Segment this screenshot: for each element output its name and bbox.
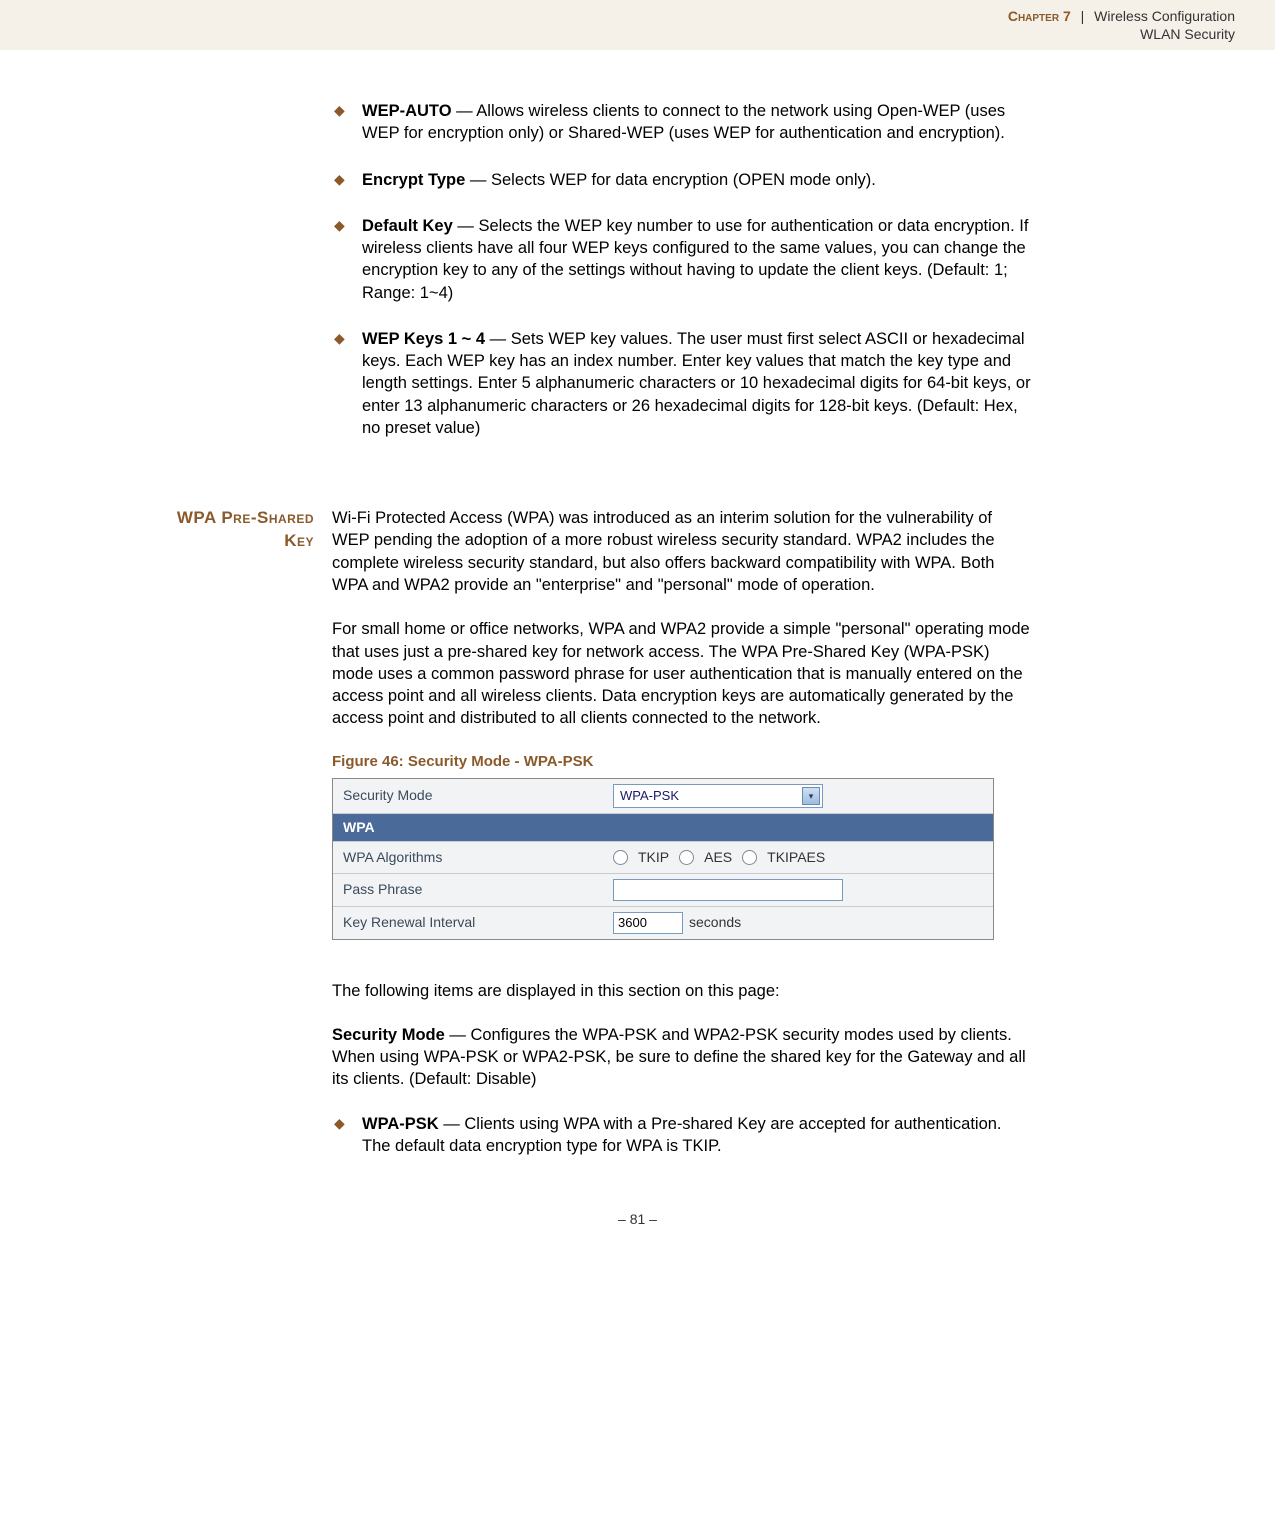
security-mode-term: Security Mode — [332, 1026, 445, 1044]
section-label-wpa: WPA Pre-Shared Key — [40, 507, 320, 1181]
renewal-unit: seconds — [689, 913, 741, 932]
bullet-list-bottom: WPA-PSK — Clients using WPA with a Pre-s… — [332, 1113, 1032, 1158]
bullets-top-block: WEP-AUTO — Allows wireless clients to co… — [332, 100, 1032, 463]
passphrase-input[interactable] — [613, 879, 843, 901]
security-mode-para: Security Mode — Configures the WPA-PSK a… — [332, 1024, 1032, 1091]
wpa-para2: For small home or office networks, WPA a… — [332, 618, 1032, 729]
chapter-title: Wireless Configuration — [1094, 8, 1235, 24]
wpa-intro-para: Wi-Fi Protected Access (WPA) was introdu… — [332, 507, 1032, 596]
following-items-para: The following items are displayed in thi… — [332, 980, 1032, 1002]
ss-label-security-mode: Security Mode — [333, 780, 603, 811]
ss-row-security-mode: Security Mode WPA-PSK ▾ — [333, 779, 993, 814]
radio-aes[interactable] — [679, 850, 694, 865]
chapter-subtitle: WLAN Security — [0, 26, 1235, 42]
ss-wpa-header: WPA — [333, 814, 993, 842]
header-separator: | — [1081, 8, 1085, 24]
security-mode-value: WPA-PSK — [620, 787, 679, 805]
ss-label-passphrase: Pass Phrase — [333, 874, 603, 905]
ss-label-algorithms: WPA Algorithms — [333, 842, 603, 873]
screenshot-wpa-psk: Security Mode WPA-PSK ▾ WPA WPA Algorith… — [332, 778, 994, 940]
figure-caption: Figure 46: Security Mode - WPA-PSK — [332, 752, 1032, 772]
spacer — [332, 463, 1032, 507]
bullet-wep-auto: WEP-AUTO — Allows wireless clients to co… — [332, 100, 1032, 145]
page-number: – 81 – — [0, 1211, 1275, 1247]
page-header: Chapter 7 | Wireless Configuration WLAN … — [0, 0, 1275, 50]
ss-row-renewal: Key Renewal Interval seconds — [333, 907, 993, 939]
bullet-encrypt-type: Encrypt Type — Selects WEP for data encr… — [332, 169, 1032, 191]
left-empty-2 — [40, 463, 320, 507]
security-mode-select[interactable]: WPA-PSK ▾ — [613, 784, 823, 808]
ss-row-passphrase: Pass Phrase — [333, 874, 993, 907]
bullet-default-key: Default Key — Selects the WEP key number… — [332, 215, 1032, 304]
wpa-body: Wi-Fi Protected Access (WPA) was introdu… — [332, 507, 1032, 1181]
radio-tkip[interactable] — [613, 850, 628, 865]
alg-tkipaes-label: TKIPAES — [767, 848, 825, 867]
chevron-down-icon: ▾ — [802, 787, 820, 805]
radio-tkipaes[interactable] — [742, 850, 757, 865]
chapter-label: Chapter 7 — [1008, 8, 1071, 24]
bullet-list-top: WEP-AUTO — Allows wireless clients to co… — [332, 100, 1032, 439]
ss-label-renewal: Key Renewal Interval — [333, 907, 603, 938]
renewal-input[interactable] — [613, 912, 683, 934]
left-empty-1 — [40, 100, 320, 463]
bullet-wep-keys: WEP Keys 1 ~ 4 — Sets WEP key values. Th… — [332, 328, 1032, 439]
ss-row-algorithms: WPA Algorithms TKIP AES TKIPAES — [333, 842, 993, 874]
alg-tkip-label: TKIP — [638, 848, 669, 867]
alg-aes-label: AES — [704, 848, 732, 867]
bullet-wpa-psk: WPA-PSK — Clients using WPA with a Pre-s… — [332, 1113, 1032, 1158]
